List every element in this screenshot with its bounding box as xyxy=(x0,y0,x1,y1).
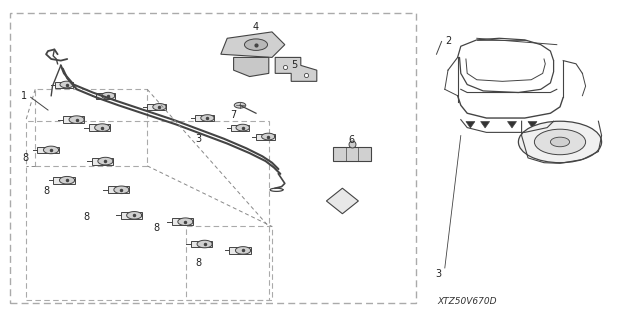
Polygon shape xyxy=(275,57,317,81)
Polygon shape xyxy=(201,115,214,121)
Polygon shape xyxy=(95,124,110,131)
Bar xyxy=(26,121,269,300)
Bar xyxy=(120,212,142,219)
Polygon shape xyxy=(466,122,475,128)
Bar xyxy=(54,82,74,87)
Polygon shape xyxy=(102,93,115,99)
Polygon shape xyxy=(197,240,212,248)
Bar xyxy=(92,158,113,165)
Bar xyxy=(35,89,147,166)
Bar xyxy=(191,241,212,248)
Text: 8: 8 xyxy=(195,258,202,268)
Bar xyxy=(147,104,166,110)
Polygon shape xyxy=(326,188,358,214)
Text: 8: 8 xyxy=(154,223,160,233)
Bar xyxy=(172,218,193,225)
Polygon shape xyxy=(127,211,142,219)
Polygon shape xyxy=(114,186,129,194)
Bar xyxy=(256,134,275,139)
Circle shape xyxy=(234,102,246,108)
Polygon shape xyxy=(221,32,285,57)
Circle shape xyxy=(534,129,586,155)
Circle shape xyxy=(244,39,268,50)
Text: 5: 5 xyxy=(291,60,298,70)
Bar xyxy=(195,115,214,121)
Text: XTZ50V670D: XTZ50V670D xyxy=(438,297,497,306)
Bar xyxy=(230,125,250,130)
Polygon shape xyxy=(481,122,490,128)
Polygon shape xyxy=(98,157,113,165)
Polygon shape xyxy=(69,116,84,123)
Bar xyxy=(10,13,416,303)
Bar xyxy=(37,146,59,153)
Bar xyxy=(63,116,84,123)
Circle shape xyxy=(550,137,570,147)
Text: 8: 8 xyxy=(43,186,49,197)
Polygon shape xyxy=(236,247,251,254)
Text: 8: 8 xyxy=(22,153,29,163)
Polygon shape xyxy=(178,218,193,226)
Bar xyxy=(88,124,110,131)
Polygon shape xyxy=(234,57,269,77)
Text: 4: 4 xyxy=(253,22,259,32)
Polygon shape xyxy=(236,124,250,131)
Polygon shape xyxy=(262,133,275,140)
Text: 1: 1 xyxy=(21,91,28,101)
Polygon shape xyxy=(153,104,166,110)
Polygon shape xyxy=(60,81,74,88)
Bar xyxy=(96,93,115,99)
Circle shape xyxy=(518,121,602,163)
Text: 7: 7 xyxy=(230,110,237,120)
Polygon shape xyxy=(60,176,75,184)
Polygon shape xyxy=(44,146,59,154)
Polygon shape xyxy=(528,122,537,128)
Text: 3: 3 xyxy=(195,134,202,144)
Bar xyxy=(333,147,371,161)
Text: 2: 2 xyxy=(445,36,451,47)
Text: 3: 3 xyxy=(435,269,442,279)
Bar xyxy=(229,247,251,254)
Bar xyxy=(53,177,75,184)
Text: 6: 6 xyxy=(349,135,355,145)
Text: 8: 8 xyxy=(83,212,90,222)
Bar xyxy=(186,226,272,300)
Bar xyxy=(108,186,129,193)
Polygon shape xyxy=(508,122,516,128)
